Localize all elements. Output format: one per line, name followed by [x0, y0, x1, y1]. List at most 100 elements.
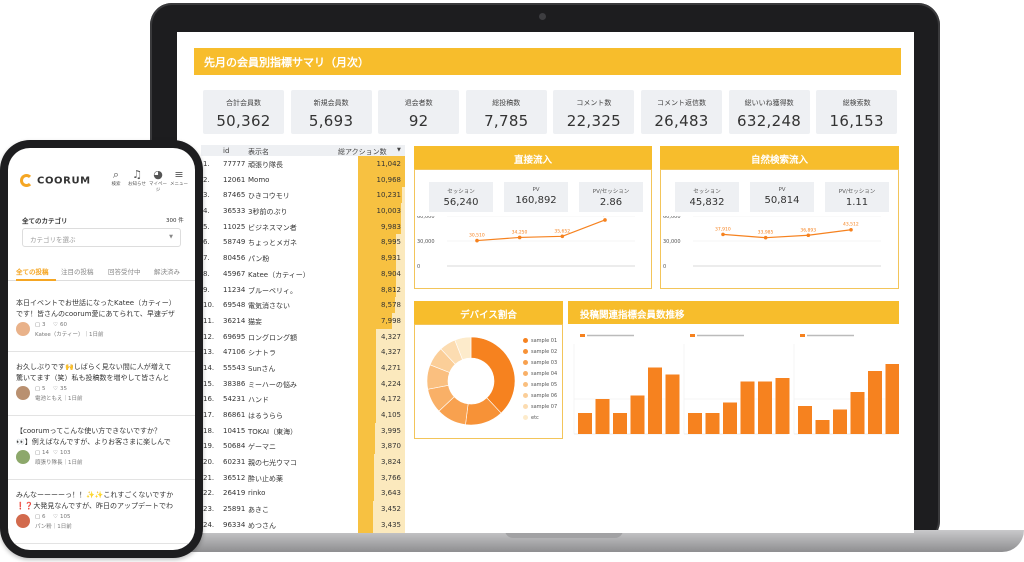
trend-bar[interactable] — [850, 392, 865, 434]
post-tab[interactable]: 回答受付中 — [108, 268, 141, 276]
trend-bar[interactable] — [688, 413, 702, 434]
phone-nav-item[interactable]: ♫ お知らせ — [127, 168, 147, 188]
table-row[interactable]: 10. 69548 電気消さない 8,578 — [201, 297, 405, 313]
table-row[interactable]: 15. 38386 ミーハーの悩み 4,224 — [201, 375, 405, 392]
coorum-logo[interactable]: COORUM — [20, 174, 91, 187]
trend-bar[interactable] — [630, 395, 645, 435]
table-row[interactable]: 5. 11025 ビジネスマン者 9,983 — [201, 218, 405, 235]
data-point[interactable] — [517, 235, 522, 240]
table-row[interactable]: 18. 10415 TOKAI（東海） 3,995 — [201, 422, 405, 439]
value-bar — [358, 438, 375, 455]
table-row[interactable]: 19. 50684 ゲーマニ 3,870 — [201, 438, 405, 455]
col-name[interactable]: 表示名 — [248, 148, 269, 156]
avatar[interactable] — [16, 514, 30, 528]
comment-icon: ▢ — [35, 514, 41, 520]
trend-bar[interactable] — [705, 413, 720, 434]
trend-bar[interactable] — [723, 402, 737, 435]
name-cell: ビジネスマン者 — [248, 223, 297, 232]
trend-bar[interactable] — [740, 381, 755, 435]
donut-slice[interactable] — [454, 336, 472, 361]
rank-cell: 11. — [203, 316, 215, 325]
data-point[interactable] — [603, 218, 607, 222]
trend-bar[interactable] — [613, 413, 627, 434]
table-row[interactable]: 24. 96334 めつさん 3,435 — [201, 516, 405, 533]
bell-icon: ♫ — [132, 168, 142, 181]
avatar[interactable] — [16, 322, 30, 336]
table-row[interactable]: 22. 26419 rinko 3,643 — [201, 485, 405, 502]
trend-bar[interactable] — [775, 378, 790, 434]
table-row[interactable]: 6. 58749 ちょっとメガネ 8,995 — [201, 234, 405, 251]
rank-cell: 9. — [203, 285, 210, 294]
value-bar — [358, 375, 376, 392]
table-header: id 表示名 総アクション数 ▼ — [201, 145, 405, 156]
trend-bar[interactable] — [868, 371, 882, 434]
legend-label: sample 07 — [531, 404, 558, 410]
post-trend-panel — [568, 324, 899, 439]
table-row[interactable]: 23. 25891 あきこ 3,452 — [201, 501, 405, 517]
trend-bar[interactable] — [885, 364, 900, 434]
trend-bar[interactable] — [648, 367, 662, 435]
phone-nav-item[interactable]: ≡ メニュー — [169, 169, 189, 188]
table-row[interactable]: 16. 54231 ハンド 4,172 — [201, 391, 405, 407]
table-row[interactable]: 12. 69695 ロングロング額 4,327 — [201, 328, 405, 345]
trend-bar[interactable] — [665, 374, 680, 435]
legend-swatch — [580, 334, 585, 337]
sort-desc-icon[interactable]: ▼ — [397, 147, 401, 153]
table-row[interactable]: 17. 86861 はるうらら 4,105 — [201, 407, 405, 423]
table-row[interactable]: 7. 80456 パン粉 8,931 — [201, 250, 405, 266]
value-cell: 3,824 — [380, 458, 401, 467]
data-point[interactable] — [721, 232, 725, 237]
col-id[interactable]: id — [223, 147, 230, 155]
name-cell: ちょっとメガネ — [248, 239, 297, 248]
y-tick-label: 60,000 — [417, 216, 435, 220]
data-point[interactable] — [849, 227, 853, 232]
data-point[interactable] — [560, 234, 565, 239]
post-item[interactable]: お久しぶりです🙌しばらく見ない間に人が増えて 驚いてます（笑）私も投稿数を増やして… — [8, 352, 195, 416]
trend-bar[interactable] — [595, 399, 610, 434]
category-select[interactable]: カテゴリを選ぶ ▼ — [22, 228, 181, 247]
table-row[interactable]: 13. 47106 シナトラ 4,327 — [201, 344, 405, 360]
trend-bar[interactable] — [833, 409, 847, 435]
avatar[interactable] — [16, 386, 30, 400]
phone-nav-item[interactable]: ⌕ 検索 — [106, 169, 126, 188]
post-tab[interactable]: 全ての投稿 — [16, 268, 49, 276]
table-row[interactable]: 20. 60231 親の七光ウマコ 3,824 — [201, 454, 405, 470]
traffic-stat: PV/セッション 1.11 — [825, 182, 889, 212]
table-row[interactable]: 9. 11234 ブルーベリィ。 8,812 — [201, 281, 405, 298]
trend-bar[interactable] — [758, 381, 772, 435]
data-point[interactable] — [806, 233, 811, 238]
col-value[interactable]: 総アクション数 — [338, 148, 387, 156]
table-row[interactable]: 21. 36512 酔い止め薬 3,766 — [201, 469, 405, 486]
post-meta: 頑張り隊長｜1日前 — [35, 460, 83, 466]
rank-cell: 4. — [203, 207, 210, 216]
post-trend-title: 投稿関連指標会員数推移 — [568, 301, 899, 325]
stat-value: 2.86 — [599, 197, 623, 208]
post-tab[interactable]: 注目の投稿 — [61, 268, 94, 276]
trend-bar[interactable] — [815, 420, 830, 434]
table-row[interactable]: 11. 36214 猫妄 7,998 — [201, 312, 405, 329]
post-item[interactable]: みんなーーーーっ！！✨✨これすごくないですか ❗❓大発見なんですが、昨日のアップデ… — [8, 480, 195, 544]
post-item[interactable]: 本日イベントでお世話になったKatee（カティー） です！皆さんのcoorum愛に… — [8, 288, 195, 352]
trend-bar[interactable] — [798, 406, 812, 434]
avatar[interactable] — [16, 450, 30, 464]
phone-nav-item[interactable]: ◕ マイページ — [148, 169, 168, 194]
table-row[interactable]: 2. 12061 Momo 10,968 — [201, 171, 405, 188]
like-count: 105 — [60, 514, 71, 520]
legend-swatch — [690, 334, 695, 337]
donut-slice[interactable] — [470, 336, 516, 414]
trend-bar[interactable] — [578, 413, 592, 434]
post-tab[interactable]: 解決済み — [154, 268, 180, 276]
table-row[interactable]: 4. 36533 3秒前のぷり 10,003 — [201, 203, 405, 219]
table-row[interactable]: 14. 55543 Sunさん 4,271 — [201, 359, 405, 376]
table-row[interactable]: 3. 87465 ひきコウモリ 10,231 — [201, 187, 405, 204]
data-point[interactable] — [763, 235, 768, 240]
data-point[interactable] — [475, 238, 479, 243]
table-row[interactable]: 1. 77777 頑張り隊長 11,042 — [201, 156, 405, 172]
value-cell: 7,998 — [380, 316, 401, 325]
rank-cell: 21. — [203, 473, 215, 482]
post-item[interactable]: 【coorumってこんな使い方できないですか？ 👀】例えばなんですが、よりお客さま… — [8, 416, 195, 480]
stat-label: PV/セッション — [838, 189, 876, 195]
id-cell: 11234 — [223, 285, 246, 294]
legend-swatch — [523, 393, 528, 398]
table-row[interactable]: 8. 45967 Katee（カティー） 8,904 — [201, 265, 405, 282]
